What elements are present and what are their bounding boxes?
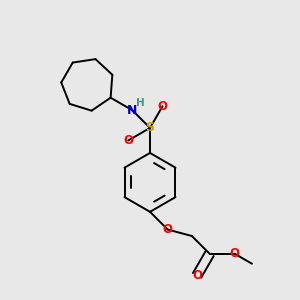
Text: N: N [127, 104, 137, 117]
Text: O: O [163, 223, 173, 236]
Text: O: O [230, 247, 240, 260]
Text: O: O [192, 269, 202, 282]
Text: O: O [158, 100, 167, 113]
Text: O: O [123, 134, 133, 147]
Text: H: H [136, 98, 145, 108]
Text: S: S [146, 122, 154, 134]
